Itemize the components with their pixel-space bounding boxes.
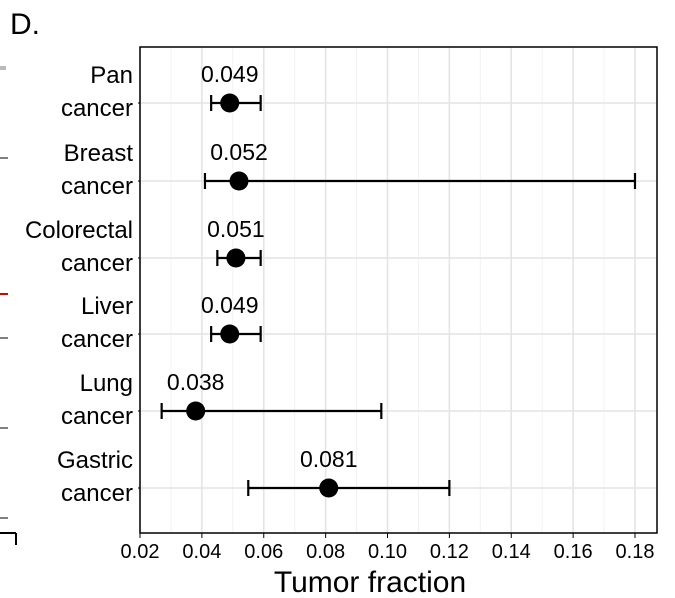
category-label: Pan [90, 62, 133, 89]
category-label: cancer [61, 95, 133, 122]
forest-row: 0.051 [207, 216, 265, 268]
point-estimate [226, 248, 246, 268]
data-points: 0.049 0.052 0.051 0.049 0.038 0.081 [160, 61, 637, 498]
point-estimate [229, 171, 249, 191]
forest-row: 0.052 [203, 139, 637, 191]
x-axis-title: Tumor fraction [274, 566, 466, 598]
data-label: 0.052 [210, 139, 268, 165]
panel-label: D. [10, 8, 40, 41]
x-tick-label: 0.06 [244, 541, 283, 563]
x-tick-label: 0.14 [492, 541, 531, 563]
category-label: Breast [64, 140, 134, 167]
category-label: Liver [81, 293, 133, 320]
y-axis: Pan cancer Breast cancer Colorectal cancer Liv… [25, 62, 140, 507]
x-tick-label: 0.12 [430, 541, 469, 563]
point-estimate [319, 478, 339, 498]
point-estimate [186, 401, 206, 421]
data-label: 0.081 [300, 446, 358, 472]
category-label: cancer [61, 250, 133, 277]
forest-row: 0.049 [201, 61, 262, 113]
data-label: 0.038 [167, 369, 225, 395]
x-tick-label: 0.16 [554, 541, 593, 563]
x-tick-label: 0.04 [182, 541, 221, 563]
data-label: 0.049 [201, 61, 259, 87]
x-tick-label: 0.08 [306, 541, 345, 563]
x-axis: 0.02 0.04 0.06 0.08 0.10 0.12 0.14 0.16 0.18 [121, 533, 655, 563]
category-label: Colorectal [25, 217, 133, 244]
category-label: Gastric [57, 447, 133, 474]
data-label: 0.049 [201, 292, 259, 318]
forest-row: 0.038 [160, 369, 383, 421]
point-estimate [220, 324, 240, 344]
point-estimate [220, 93, 240, 113]
category-label: Lung [80, 370, 133, 397]
x-tick-label: 0.18 [616, 541, 655, 563]
grid [139, 47, 657, 533]
category-label: cancer [61, 480, 133, 507]
x-tick-label: 0.02 [121, 541, 160, 563]
category-label: cancer [61, 403, 133, 430]
adjacent-panel-fragment [0, 66, 17, 545]
forest-row: 0.081 [247, 446, 451, 498]
category-label: cancer [61, 326, 133, 353]
forest-row: 0.049 [201, 292, 262, 344]
data-label: 0.051 [207, 216, 265, 242]
category-label: cancer [61, 173, 133, 200]
x-tick-label: 0.10 [368, 541, 407, 563]
plot-border [139, 46, 658, 534]
